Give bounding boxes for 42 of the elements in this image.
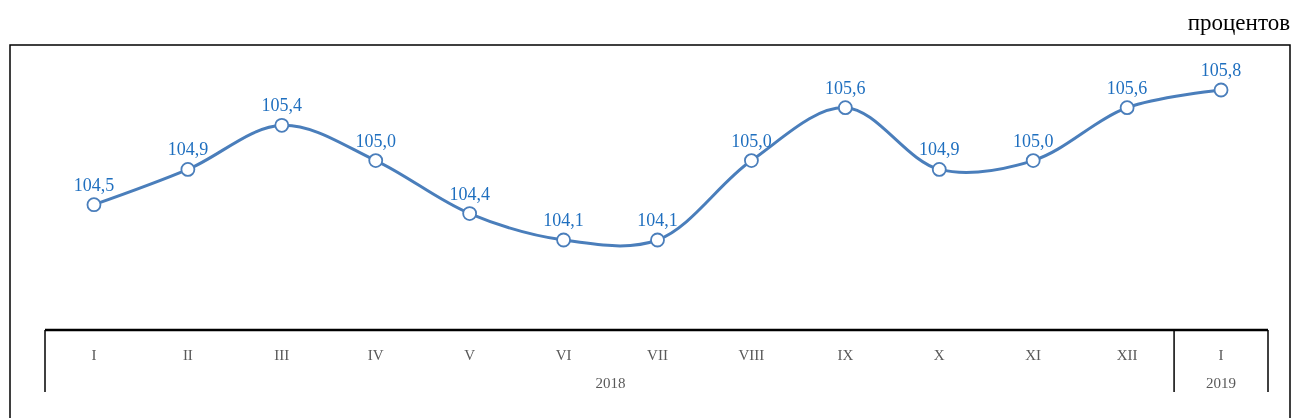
point xyxy=(274,117,290,133)
x-tick-label: IV xyxy=(367,347,384,363)
text: 2019 xyxy=(1206,375,1237,391)
point xyxy=(180,162,196,177)
point xyxy=(86,197,102,213)
point xyxy=(1119,100,1135,116)
text: процентов xyxy=(1187,10,1291,35)
point xyxy=(556,232,571,248)
data-label: 105,0 xyxy=(355,130,396,151)
x-tick-label: VIII xyxy=(738,347,765,363)
data-label: 104,9 xyxy=(919,139,960,160)
x-tick-label: IX xyxy=(837,347,854,363)
data-label: 104,1 xyxy=(637,210,678,230)
point xyxy=(462,206,478,221)
x-tick-label: XI xyxy=(1025,347,1042,363)
x-tick-label: XII xyxy=(1116,347,1138,363)
data-label: 105,0 xyxy=(731,130,772,151)
x-tick-label: V xyxy=(464,347,476,363)
data-label: 104,5 xyxy=(73,174,115,195)
point xyxy=(650,232,665,248)
text: 2018 xyxy=(595,375,626,391)
x-tick-label: I xyxy=(1218,347,1224,363)
data-label: 104,1 xyxy=(543,210,584,230)
data-label: 105,8 xyxy=(1200,60,1242,80)
point xyxy=(931,162,947,177)
x-tick-label: I xyxy=(91,347,97,363)
point xyxy=(368,153,384,168)
x-tick-label: VII xyxy=(647,347,668,363)
point xyxy=(744,153,759,168)
data-label: 105,4 xyxy=(261,95,303,116)
x-tick-label: X xyxy=(933,347,945,363)
x-tick-label: III xyxy=(274,347,290,363)
data-label: 104,9 xyxy=(167,139,209,160)
x-tick-label: II xyxy=(182,347,193,363)
point xyxy=(1213,82,1229,98)
data-label: 105,0 xyxy=(1012,130,1054,151)
x-tick-label: VI xyxy=(555,347,572,363)
point xyxy=(1025,153,1041,168)
point xyxy=(837,100,853,116)
data-label: 104,4 xyxy=(449,183,490,204)
data-label: 105,6 xyxy=(1106,77,1148,98)
data-label: 105,6 xyxy=(825,77,866,98)
